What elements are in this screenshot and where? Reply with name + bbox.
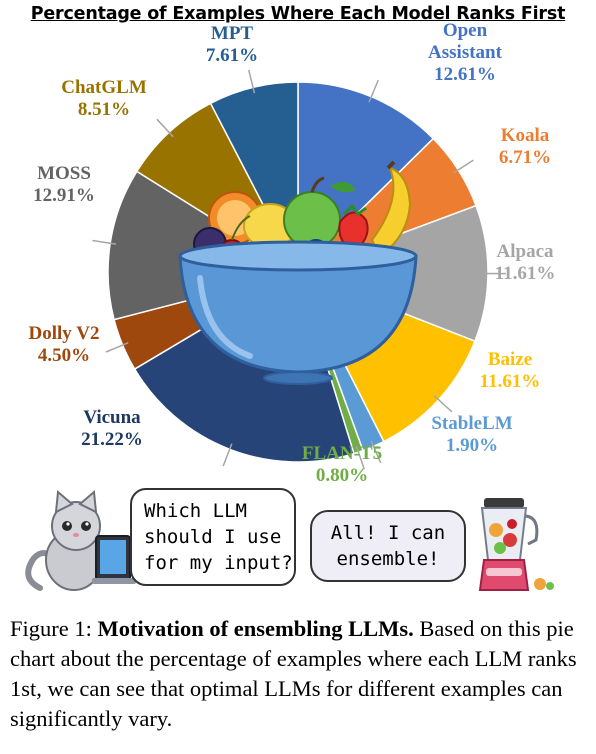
slice-name-label: MOSS — [37, 163, 91, 184]
pie-chart: OpenAssistant12.61%Koala6.71%Alpaca11.61… — [25, 20, 556, 591]
slice-value-label: 21.22% — [81, 429, 143, 450]
slice-value-label: 0.80% — [316, 465, 368, 486]
speech-line: should I use — [144, 526, 282, 548]
slice-value-label: 11.61% — [495, 263, 556, 284]
cat-illustration — [25, 489, 136, 591]
leader-line — [452, 159, 474, 174]
slice-value-label: 1.90% — [446, 435, 498, 456]
leader-line — [105, 342, 129, 353]
leader-line — [368, 79, 379, 103]
leader-line — [433, 395, 453, 413]
slice-value-label: 6.71% — [499, 147, 551, 168]
leader-line — [355, 446, 365, 470]
slice-name-label: Baize — [488, 349, 532, 370]
slice-value-label: 12.61% — [434, 64, 496, 85]
slice-value-label: 7.61% — [206, 45, 258, 66]
speech-line: ensemble! — [336, 548, 440, 570]
slice-name-label: FLAN-T5 — [302, 443, 382, 464]
fruit-bowl-illustration — [178, 160, 418, 385]
speech-line: for my input? — [144, 552, 293, 574]
blender-illustration — [478, 498, 554, 591]
slice-value-label: 12.91% — [33, 185, 95, 206]
slice-name-label: Dolly V2 — [29, 323, 100, 344]
caption-bold-title: Motivation of ensembling LLMs. — [97, 616, 414, 641]
figure-caption: Figure 1: Motivation of ensembling LLMs.… — [10, 614, 590, 734]
slice-name-label: StableLM — [431, 413, 512, 434]
slice-value-label: 8.51% — [78, 99, 130, 120]
slice-value-label: 4.50% — [38, 345, 90, 366]
leader-line — [222, 443, 233, 467]
leader-line — [248, 69, 256, 94]
speech-line: Which LLM — [144, 500, 247, 522]
slice-name-label: Alpaca — [497, 241, 555, 262]
slice-value-label: 11.61% — [480, 371, 541, 392]
leader-lines — [92, 69, 506, 470]
slice-name-label: Koala — [501, 125, 550, 146]
leader-line — [156, 118, 174, 138]
slice-name-label: ChatGLM — [61, 77, 147, 98]
speech-line: All! I can — [330, 522, 446, 544]
caption-prefix: Figure 1: — [10, 616, 98, 641]
leader-line — [370, 440, 382, 464]
speech-bubble-answer: All! I can ensemble! — [310, 510, 466, 582]
speech-bubble-question: Which LLM should I use for my input? — [130, 488, 296, 586]
leader-line — [92, 239, 117, 245]
slice-name-label: Assistant — [428, 42, 503, 63]
slice-name-label: Open — [443, 20, 488, 41]
slice-name-label: MPT — [211, 23, 254, 44]
caption-text: Based on this pie chart about the percen… — [10, 616, 577, 731]
slice-name-label: Vicuna — [83, 407, 141, 428]
slice-labels: OpenAssistant12.61%Koala6.71%Alpaca11.61… — [29, 20, 556, 486]
chart-title: Percentage of Examples Where Each Model … — [30, 4, 566, 24]
